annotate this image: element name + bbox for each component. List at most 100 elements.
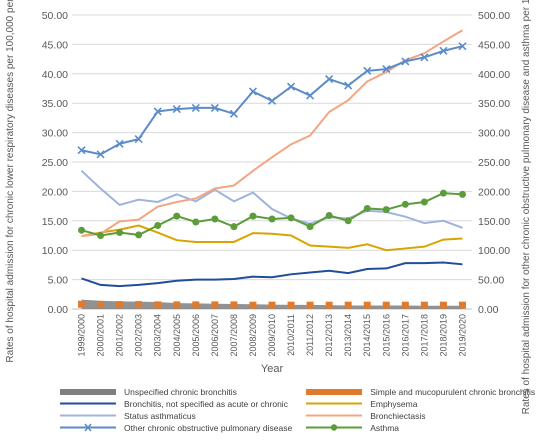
- x-tick-label: 2007/2008: [229, 314, 239, 357]
- data-point: [210, 103, 219, 112]
- x-marker: [229, 109, 238, 118]
- swatch-x: [84, 423, 92, 432]
- series-bronchitis-not-specified-as-acute-or-chronic: [81, 261, 463, 288]
- legend-item: Asthma: [304, 422, 535, 433]
- x-tick-label: 2002/2003: [134, 314, 144, 357]
- data-point: [211, 301, 219, 309]
- data-point: [344, 301, 352, 309]
- data-point: [97, 232, 105, 239]
- left-tick-label: 15.00: [42, 216, 68, 228]
- data-point: [287, 214, 295, 222]
- data-point: [96, 150, 105, 159]
- x-marker: [382, 65, 391, 74]
- legend-label: Status asthmaticus: [124, 410, 196, 421]
- x-tick-label: 2001/2002: [115, 314, 125, 357]
- legend-label: Other chronic obstructive pulmonary dise…: [124, 422, 293, 433]
- data-point: [306, 301, 314, 309]
- data-point: [287, 301, 295, 309]
- left-tick-label: 5.00: [48, 275, 69, 287]
- data-point: [191, 103, 200, 112]
- x-marker: [401, 57, 410, 66]
- x-tick-label: 2015/2016: [381, 314, 391, 357]
- data-point: [458, 42, 467, 51]
- x-tick-label: 2017/2018: [419, 314, 429, 357]
- data-point: [230, 301, 238, 309]
- data-point: [116, 229, 124, 237]
- legend-label: Bronchitis, not specified as acute or ch…: [124, 398, 288, 409]
- data-point: [363, 204, 371, 212]
- series-line: [81, 224, 463, 252]
- x-marker: [248, 87, 258, 96]
- data-point: [134, 135, 143, 144]
- right-tick-label: 50.00: [478, 275, 504, 287]
- left-tick-label: 10.00: [42, 245, 68, 257]
- legend-swatch: [60, 414, 116, 417]
- data-point: [420, 53, 429, 62]
- data-point: [401, 57, 410, 66]
- x-marker: [267, 96, 277, 105]
- data-point: [420, 198, 428, 206]
- legend-swatch: [306, 402, 363, 405]
- right-tick-label: 150.00: [478, 216, 510, 228]
- left-tick-label: 45.00: [42, 39, 68, 51]
- swatch-dot: [331, 424, 338, 431]
- series-line: [80, 170, 463, 229]
- right-tick-label: 0.00: [478, 304, 499, 316]
- swatch-rect: [60, 389, 116, 395]
- x-tick-label: 2014/2015: [362, 314, 372, 357]
- left-tick-label: 20.00: [42, 186, 68, 198]
- right-tick-label: 450.00: [478, 39, 510, 51]
- series-simple-and-mucopurulent-chronic-bronchitis: [78, 300, 466, 309]
- series-status-asthmaticus: [80, 170, 463, 229]
- data-point: [229, 109, 238, 118]
- x-marker: [191, 103, 200, 112]
- gridlines: [72, 14, 472, 310]
- legend-item: Unspecified chronic bronchitis: [58, 386, 292, 397]
- swatch-rect: [306, 389, 363, 395]
- right-tick-label: 100.00: [478, 245, 510, 257]
- data-point: [286, 82, 296, 91]
- data-point: [192, 301, 200, 309]
- x-axis-ticks: 1999/2000 2000/2001 2001/2002 2002/2003 2003…: [77, 314, 468, 357]
- x-tick-label: 2018/2019: [438, 314, 448, 357]
- data-point: [248, 87, 258, 96]
- legend-swatch: [60, 389, 116, 395]
- legend-label: Unspecified chronic bronchitis: [124, 386, 237, 397]
- x-tick-label: 2019/2020: [457, 314, 467, 357]
- data-point: [135, 231, 143, 239]
- x-marker: [306, 91, 315, 100]
- legend-swatch: [60, 402, 116, 405]
- x-marker: [286, 82, 296, 91]
- left-axis-label: Rates of hospital admission for chronic …: [5, 0, 16, 363]
- left-tick-label: 30.00: [42, 128, 68, 140]
- right-axis-label: Rates of hospital admission for other ch…: [521, 0, 532, 414]
- data-point: [173, 212, 181, 220]
- legend-item: Status asthmaticus: [58, 410, 292, 421]
- right-tick-label: 400.00: [478, 69, 510, 81]
- legend-item: Emphysema: [304, 398, 535, 409]
- data-point: [78, 300, 86, 308]
- legend-label: Bronchiectasis: [370, 410, 426, 421]
- legend-swatch: [306, 389, 363, 395]
- x-marker: [134, 135, 143, 144]
- data-point: [211, 215, 219, 223]
- data-point: [344, 81, 353, 90]
- data-point: [249, 212, 257, 220]
- x-marker: [77, 146, 86, 155]
- data-point: [173, 301, 181, 309]
- series-line: [81, 261, 463, 288]
- right-tick-label: 200.00: [478, 186, 510, 198]
- data-point: [458, 301, 466, 309]
- legend-label: Asthma: [370, 422, 400, 433]
- data-point: [154, 301, 162, 309]
- data-point: [77, 146, 86, 155]
- series-emphysema: [81, 224, 463, 252]
- data-point: [230, 223, 238, 231]
- x-tick-label: 1999/2000: [77, 314, 87, 357]
- x-marker: [439, 46, 448, 55]
- data-point: [382, 206, 390, 214]
- legend-item: Bronchiectasis: [304, 410, 535, 421]
- data-point: [382, 301, 390, 309]
- data-point: [172, 105, 181, 114]
